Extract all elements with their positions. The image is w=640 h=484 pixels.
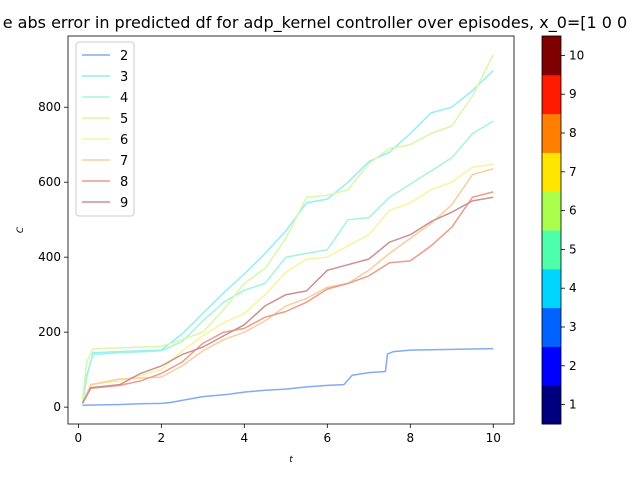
- colorbar-segment: [542, 74, 561, 115]
- series-line-9: [81, 196, 494, 404]
- colorbar-tick-label: 7: [569, 165, 577, 179]
- colorbar-tick-label: 1: [569, 398, 577, 412]
- series-line-8: [81, 191, 494, 404]
- y-tick-label: 600: [38, 175, 61, 189]
- colorbar-tick-label: 3: [569, 320, 577, 334]
- y-tick-label: 400: [38, 250, 61, 264]
- y-tick-label: 200: [38, 325, 61, 339]
- series-line-3: [81, 69, 494, 404]
- x-tick-label: 2: [158, 431, 166, 445]
- colorbar-frame: [541, 35, 562, 425]
- colorbar-tick-label: 9: [569, 87, 577, 101]
- x-tick-label: 4: [241, 431, 249, 445]
- colorbar-tick-label: 8: [569, 126, 577, 140]
- colorbar-tick-label: 6: [569, 204, 577, 218]
- colorbar-segment: [542, 268, 561, 309]
- legend-label-3: 3: [120, 70, 128, 85]
- x-tick-label: 8: [406, 431, 414, 445]
- colorbar-segment: [542, 307, 561, 347]
- plot-area: 0 2 4 6 8 10 0 200 400 600 800 t C: [16, 35, 515, 465]
- legend-label-4: 4: [120, 91, 128, 106]
- colorbar-tick-label: 2: [569, 359, 577, 373]
- x-axis-label: t: [289, 455, 293, 465]
- colorbar-segment: [542, 113, 561, 153]
- series-line-6: [81, 163, 494, 404]
- chart-title: e abs error in predicted df for adp_kern…: [3, 13, 627, 33]
- legend-label-5: 5: [120, 112, 128, 127]
- colorbar-tick-label: 10: [569, 48, 584, 62]
- colorbar-tick-label: 5: [569, 242, 577, 256]
- series-line-2: [82, 347, 494, 407]
- series-line-5: [81, 54, 494, 400]
- colorbar-segment: [542, 230, 561, 270]
- legend-label-9: 9: [120, 196, 128, 211]
- colorbar-tick-label: 4: [569, 281, 577, 295]
- legend: 2 3 4 5 6 7 8 9: [75, 41, 135, 217]
- x-tick-label: 6: [323, 431, 331, 445]
- legend-label-7: 7: [120, 154, 128, 169]
- y-axis-label: C: [16, 226, 26, 233]
- colorbar: 1 2 3 4 5 6 7 8 9 10: [541, 35, 584, 425]
- colorbar-segment: [542, 36, 561, 76]
- legend-label-6: 6: [120, 133, 128, 148]
- y-tick-label: 0: [53, 400, 61, 414]
- legend-label-2: 2: [120, 49, 128, 64]
- x-tick-label: 0: [75, 431, 83, 445]
- colorbar-segment: [542, 385, 561, 425]
- y-tick-label: 800: [38, 100, 61, 114]
- legend-box: [75, 41, 135, 217]
- colorbar-segment: [542, 191, 561, 231]
- legend-label-8: 8: [120, 175, 128, 190]
- axes-frame: [67, 35, 515, 425]
- series-line-7: [81, 167, 494, 404]
- colorbar-segment: [542, 346, 561, 386]
- series-line-4: [81, 120, 494, 404]
- colorbar-segment: [542, 152, 561, 192]
- x-tick-label: 10: [486, 431, 501, 445]
